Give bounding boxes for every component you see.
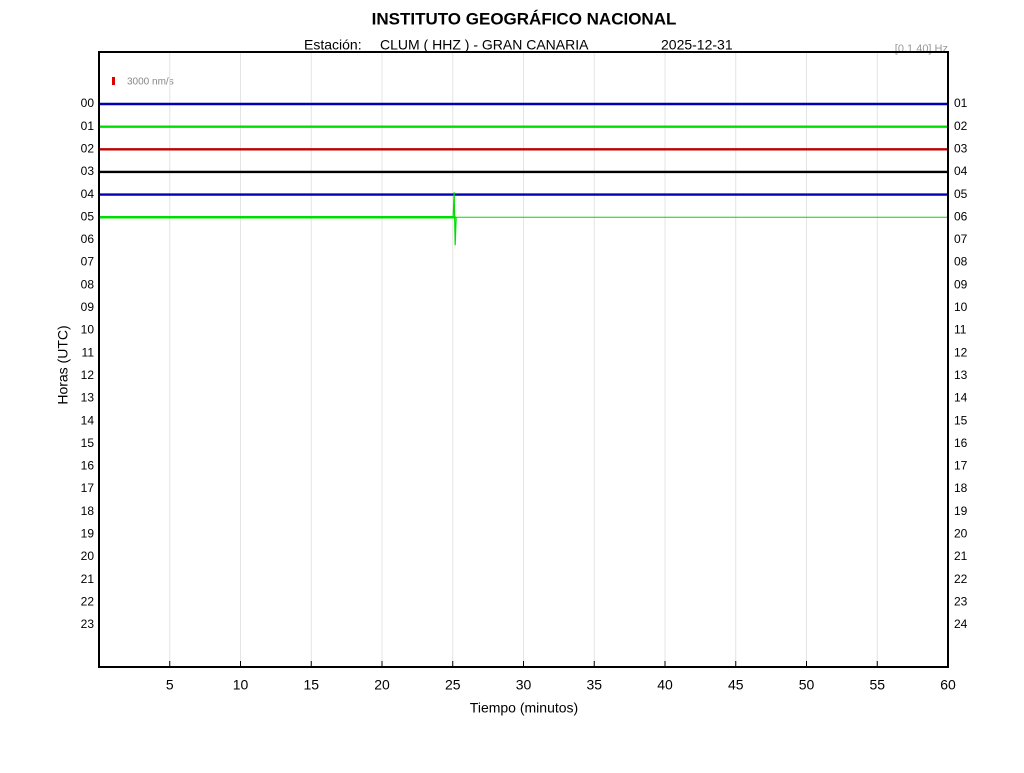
y2-tick-label: 18: [954, 481, 968, 495]
y-tick-label: 05: [81, 209, 95, 223]
scale-label: 3000 nm/s: [127, 77, 174, 88]
y2-tick-label: 05: [954, 187, 968, 201]
y2-tick-label: 01: [954, 96, 968, 110]
y-tick-label: 08: [81, 277, 95, 291]
y2-tick-label: 10: [954, 300, 968, 314]
y2-tick-label: 04: [954, 164, 968, 178]
x-tick-label: 20: [374, 677, 390, 693]
chart-title: INSTITUTO GEOGRÁFICO NACIONAL: [372, 9, 677, 28]
x-tick-label: 60: [940, 677, 956, 693]
y2-tick-label: 11: [954, 323, 967, 337]
y2-tick-label: 22: [954, 572, 968, 586]
y2-tick-label: 07: [954, 232, 968, 246]
y2-tick-label: 23: [954, 594, 968, 608]
station: CLUM ( HHZ ) - GRAN CANARIA: [380, 37, 589, 53]
y-tick-label: 18: [81, 504, 95, 518]
y-tick-label: 06: [81, 232, 95, 246]
y2-tick-label: 21: [954, 549, 968, 563]
y-tick-label: 12: [81, 368, 95, 382]
filter: [0.1 40] Hz: [895, 43, 948, 55]
y2-tick-label: 09: [954, 277, 968, 291]
y2-tick-label: 02: [954, 119, 968, 133]
y-tick-label: 10: [81, 323, 95, 337]
scale-bar: [112, 77, 115, 85]
x-tick-label: 40: [657, 677, 673, 693]
event-spike: [452, 192, 457, 246]
y-tick-label: 00: [81, 96, 95, 110]
y-tick-label: 16: [81, 459, 95, 473]
y2-tick-label: 12: [954, 345, 968, 359]
y-tick-label: 20: [81, 549, 95, 563]
x-tick-label: 5: [166, 677, 174, 693]
y2-tick-label: 13: [954, 368, 968, 382]
y-tick-label: 23: [81, 617, 95, 631]
y2-tick-label: 24: [954, 617, 968, 631]
y-tick-label: 11: [82, 345, 95, 359]
x-tick-label: 25: [445, 677, 461, 693]
x-tick-label: 15: [303, 677, 319, 693]
y-tick-label: 07: [81, 255, 95, 269]
x-tick-label: 35: [586, 677, 602, 693]
plot-frame: [98, 51, 949, 668]
y2-tick-label: 16: [954, 436, 968, 450]
y-tick-label: 21: [81, 572, 95, 586]
y-axis-label: Horas (UTC): [55, 325, 71, 404]
y-tick-label: 19: [81, 527, 95, 541]
y2-tick-label: 19: [954, 504, 968, 518]
y2-tick-label: 20: [954, 527, 968, 541]
y-tick-label: 14: [81, 413, 95, 427]
x-tick-label: 10: [233, 677, 249, 693]
x-tick-label: 45: [728, 677, 744, 693]
x-tick-label: 55: [869, 677, 885, 693]
y2-tick-label: 17: [954, 459, 968, 473]
y-tick-label: 04: [81, 187, 95, 201]
y-tick-label: 15: [81, 436, 95, 450]
y-tick-label: 09: [81, 300, 95, 314]
x-tick-label: 30: [516, 677, 532, 693]
y2-tick-label: 08: [954, 255, 968, 269]
y2-tick-label: 03: [954, 141, 968, 155]
y2-tick-label: 06: [954, 209, 968, 223]
station-label: Estación:: [304, 37, 362, 53]
y-tick-label: 02: [81, 141, 95, 155]
y-tick-label: 13: [81, 391, 95, 405]
y-tick-label: 03: [81, 164, 95, 178]
y-tick-label: 22: [81, 594, 95, 608]
y2-tick-label: 14: [954, 391, 968, 405]
x-axis-label: Tiempo (minutos): [470, 700, 578, 716]
x-tick-label: 50: [799, 677, 815, 693]
y2-tick-label: 15: [954, 413, 968, 427]
y-tick-label: 17: [81, 481, 95, 495]
y-tick-label: 01: [81, 119, 95, 133]
date: 2025-12-31: [661, 37, 733, 53]
